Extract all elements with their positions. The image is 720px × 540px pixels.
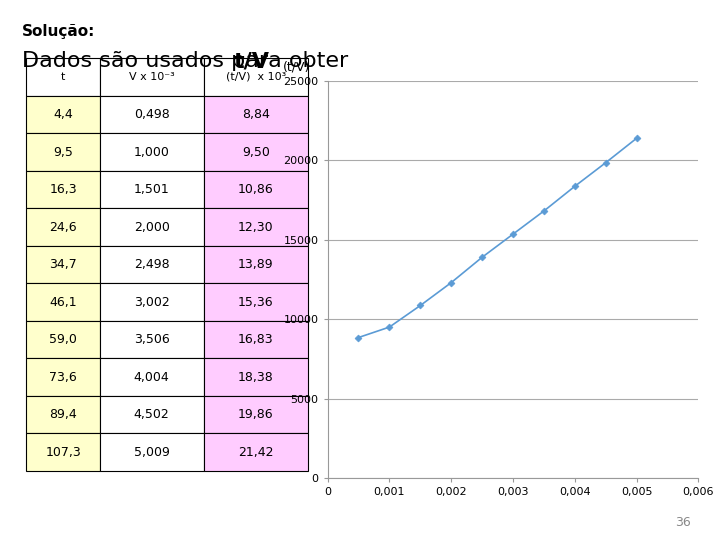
Bar [99, 359, 204, 396]
Text: 10,86: 10,86 [238, 183, 274, 196]
Text: (t/V)  x 10³: (t/V) x 10³ [225, 72, 286, 82]
Bar [99, 58, 204, 96]
Bar [27, 208, 99, 246]
Bar [99, 246, 204, 284]
Text: 0,498: 0,498 [134, 108, 169, 121]
Bar [204, 58, 307, 96]
Text: 9,5: 9,5 [53, 145, 73, 159]
Bar [27, 171, 99, 208]
Text: 59,0: 59,0 [49, 333, 77, 346]
Text: 107,3: 107,3 [45, 446, 81, 458]
Text: 34,7: 34,7 [49, 258, 77, 271]
Bar [27, 96, 99, 133]
Bar [204, 96, 307, 133]
Text: 1,501: 1,501 [134, 183, 169, 196]
Bar [204, 434, 307, 471]
Bar [204, 246, 307, 284]
Bar [27, 434, 99, 471]
Text: 2,000: 2,000 [134, 220, 170, 234]
Text: 9,50: 9,50 [242, 145, 269, 159]
Bar [204, 208, 307, 246]
Text: 15,36: 15,36 [238, 295, 274, 309]
Text: 3,002: 3,002 [134, 295, 169, 309]
Text: 3,506: 3,506 [134, 333, 169, 346]
Text: 2,498: 2,498 [134, 258, 169, 271]
Text: 16,3: 16,3 [49, 183, 77, 196]
Bar [27, 58, 99, 96]
Bar [99, 171, 204, 208]
Bar [99, 208, 204, 246]
Bar [99, 396, 204, 434]
Text: 13,89: 13,89 [238, 258, 274, 271]
Text: 4,004: 4,004 [134, 370, 169, 384]
Text: 4,502: 4,502 [134, 408, 169, 421]
Text: 8,84: 8,84 [242, 108, 269, 121]
Bar [27, 321, 99, 359]
Text: 21,42: 21,42 [238, 446, 274, 458]
Bar [27, 246, 99, 284]
Bar [99, 321, 204, 359]
Bar [27, 359, 99, 396]
Bar [204, 133, 307, 171]
Bar [99, 284, 204, 321]
Text: 89,4: 89,4 [49, 408, 77, 421]
Text: 4,4: 4,4 [53, 108, 73, 121]
Bar [204, 321, 307, 359]
Bar [27, 133, 99, 171]
Bar [204, 359, 307, 396]
Bar [27, 284, 99, 321]
Bar [99, 434, 204, 471]
Bar [204, 171, 307, 208]
Text: Solução:: Solução: [22, 24, 95, 39]
Text: 16,83: 16,83 [238, 333, 274, 346]
Text: 36: 36 [675, 516, 691, 529]
Text: Dados são usados para obter: Dados são usados para obter [22, 51, 355, 71]
Text: 5,009: 5,009 [134, 446, 170, 458]
Text: 19,86: 19,86 [238, 408, 274, 421]
Text: 18,38: 18,38 [238, 370, 274, 384]
Text: t: t [61, 72, 66, 82]
Bar [204, 396, 307, 434]
Text: t/V: t/V [233, 51, 269, 71]
Bar [99, 133, 204, 171]
Text: V x 10⁻³: V x 10⁻³ [129, 72, 174, 82]
Text: 46,1: 46,1 [49, 295, 77, 309]
Text: (t/V): (t/V) [283, 60, 310, 73]
Text: 73,6: 73,6 [49, 370, 77, 384]
Bar [27, 396, 99, 434]
Text: 24,6: 24,6 [49, 220, 77, 234]
Bar [99, 96, 204, 133]
Text: 12,30: 12,30 [238, 220, 274, 234]
Bar [204, 284, 307, 321]
Text: 1,000: 1,000 [134, 145, 170, 159]
